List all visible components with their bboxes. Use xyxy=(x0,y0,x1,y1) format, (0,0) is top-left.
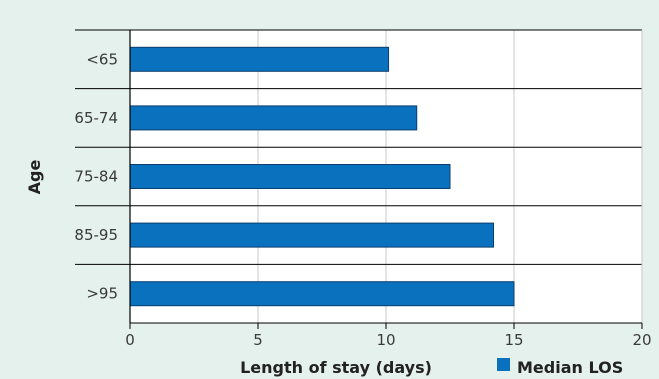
category-label: 75-84 xyxy=(74,168,118,186)
legend-swatch xyxy=(497,358,510,371)
x-tick-label: 0 xyxy=(125,331,135,349)
category-labels: <65 65-74 75-84 85-95 >95 xyxy=(74,50,118,302)
x-tick-label: 5 xyxy=(253,331,263,349)
x-tick-label: 20 xyxy=(632,331,651,349)
bar xyxy=(129,222,495,248)
bar xyxy=(129,281,515,307)
category-label: <65 xyxy=(86,50,118,68)
category-label: 85-95 xyxy=(74,226,118,244)
x-axis-title: Length of stay (days) xyxy=(240,358,432,377)
bar xyxy=(129,46,390,72)
x-tick-label: 10 xyxy=(376,331,395,349)
bar xyxy=(129,164,451,189)
legend-label: Median LOS xyxy=(517,358,623,377)
category-label: >95 xyxy=(86,285,118,303)
row-separators xyxy=(75,29,643,323)
category-label: 65-74 xyxy=(74,109,118,127)
x-tick-label: 15 xyxy=(504,331,523,349)
y-axis-title: Age xyxy=(25,160,44,195)
bars xyxy=(129,46,515,307)
bar xyxy=(129,105,418,131)
x-tick-labels: 0 5 10 15 20 xyxy=(125,323,652,349)
